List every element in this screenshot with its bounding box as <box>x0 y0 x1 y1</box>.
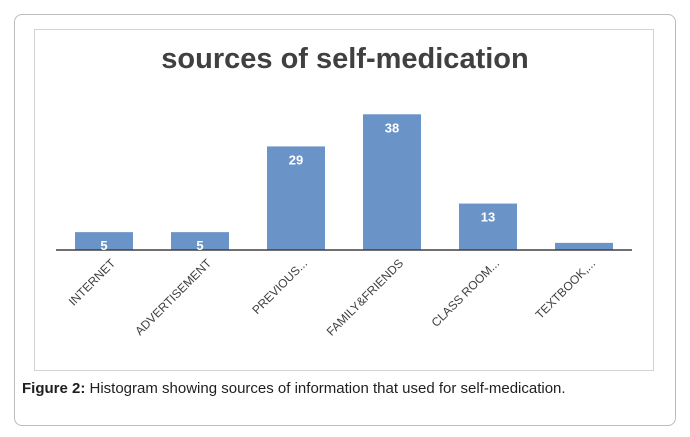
bar-chart: sources of self-medication 5 5 29 38 13 INTE… <box>56 43 632 339</box>
data-label-1: 5 <box>196 238 203 253</box>
bar-0 <box>75 232 133 250</box>
x-tick-label-4: CLASS ROOM... <box>429 256 503 330</box>
x-tick-label-1: ADVERTISEMENT <box>132 256 214 338</box>
data-label-2: 29 <box>289 152 303 167</box>
bar-2 <box>267 146 325 250</box>
bar-5 <box>555 242 613 250</box>
data-label-3: 38 <box>385 120 399 135</box>
data-label-4: 13 <box>481 210 495 225</box>
bar-3 <box>363 114 421 251</box>
caption-label: Figure 2: <box>22 380 86 397</box>
x-tick-label-3: FAMILY&FRIENDS <box>324 256 406 338</box>
x-tick-label-5: TEXTBOOK,... <box>533 256 599 322</box>
bar-4 <box>459 203 517 250</box>
chart-title: sources of self-medication <box>161 43 528 75</box>
x-tick-label-2: PREVIOUS... <box>249 256 310 317</box>
chart-area <box>34 29 654 371</box>
bar-1 <box>171 232 229 250</box>
x-tick-label-0: INTERNET <box>66 256 119 309</box>
caption-text: Histogram showing sources of information… <box>85 380 566 397</box>
figure-caption: Figure 2: Histogram showing sources of i… <box>22 378 668 399</box>
data-label-0: 5 <box>100 238 107 253</box>
